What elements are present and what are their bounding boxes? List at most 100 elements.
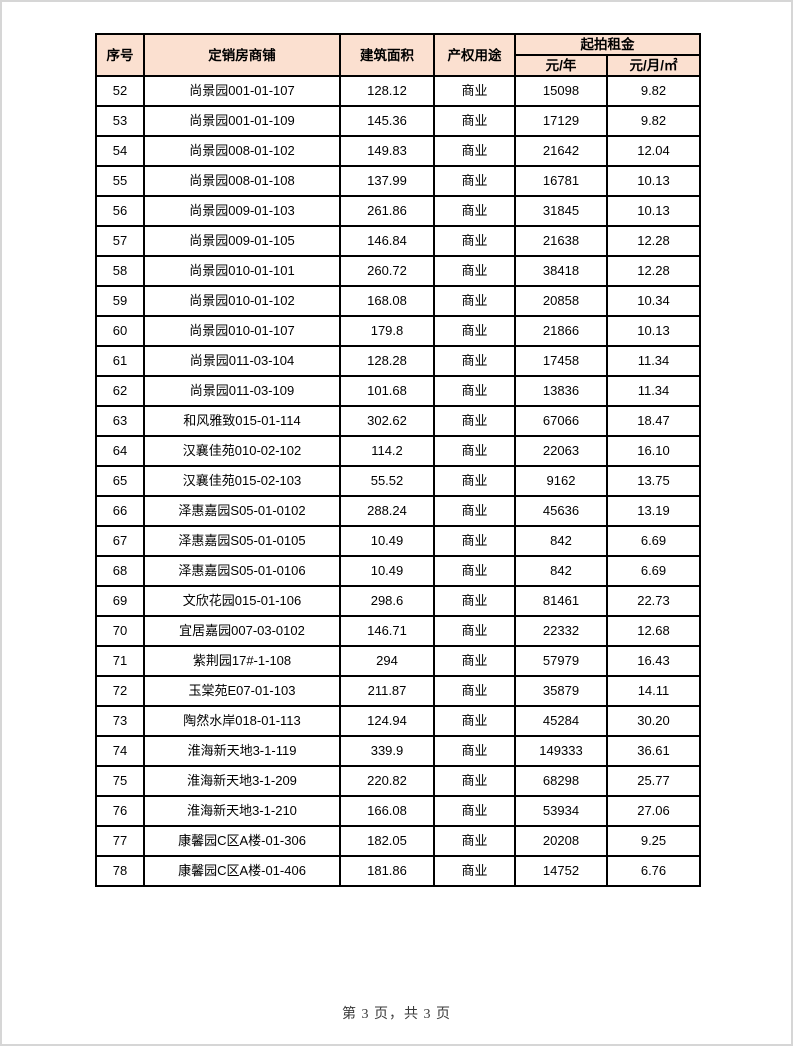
cell-seq: 66 bbox=[95, 495, 145, 527]
cell-shop: 陶然水岸018-01-113 bbox=[143, 705, 341, 737]
cell-usage: 商业 bbox=[433, 645, 516, 677]
cell-seq: 75 bbox=[95, 765, 145, 797]
cell-seq: 60 bbox=[95, 315, 145, 347]
cell-rent-year: 842 bbox=[514, 525, 608, 557]
table-row: 66 泽惠嘉园S05-01-0102 288.24 商业 45636 13.19 bbox=[95, 495, 701, 527]
cell-rent-year: 17458 bbox=[514, 345, 608, 377]
cell-rent-year: 14752 bbox=[514, 855, 608, 887]
table-row: 56 尚景园009-01-103 261.86 商业 31845 10.13 bbox=[95, 195, 701, 227]
cell-rent-month: 30.20 bbox=[606, 705, 701, 737]
table-row: 69 文欣花园015-01-106 298.6 商业 81461 22.73 bbox=[95, 585, 701, 617]
cell-usage: 商业 bbox=[433, 75, 516, 107]
cell-rent-year: 68298 bbox=[514, 765, 608, 797]
cell-shop: 尚景园011-03-109 bbox=[143, 375, 341, 407]
cell-rent-month: 16.43 bbox=[606, 645, 701, 677]
table-row: 62 尚景园011-03-109 101.68 商业 13836 11.34 bbox=[95, 375, 701, 407]
col-header-area: 建筑面积 bbox=[339, 33, 435, 77]
col-header-rent-group: 起拍租金 bbox=[514, 33, 701, 56]
cell-seq: 54 bbox=[95, 135, 145, 167]
table-row: 52 尚景园001-01-107 128.12 商业 15098 9.82 bbox=[95, 75, 701, 107]
cell-rent-month: 10.13 bbox=[606, 315, 701, 347]
cell-area: 179.8 bbox=[339, 315, 435, 347]
cell-rent-month: 25.77 bbox=[606, 765, 701, 797]
cell-usage: 商业 bbox=[433, 675, 516, 707]
cell-usage: 商业 bbox=[433, 195, 516, 227]
cell-shop: 尚景园010-01-107 bbox=[143, 315, 341, 347]
cell-area: 261.86 bbox=[339, 195, 435, 227]
table-row: 70 宜居嘉园007-03-0102 146.71 商业 22332 12.68 bbox=[95, 615, 701, 647]
cell-shop: 尚景园008-01-102 bbox=[143, 135, 341, 167]
cell-shop: 尚景园009-01-103 bbox=[143, 195, 341, 227]
cell-rent-year: 842 bbox=[514, 555, 608, 587]
table-row: 65 汉襄佳苑015-02-103 55.52 商业 9162 13.75 bbox=[95, 465, 701, 497]
cell-area: 146.71 bbox=[339, 615, 435, 647]
cell-rent-year: 9162 bbox=[514, 465, 608, 497]
cell-shop: 康馨园C区A楼-01-306 bbox=[143, 825, 341, 857]
cell-usage: 商业 bbox=[433, 735, 516, 767]
cell-usage: 商业 bbox=[433, 435, 516, 467]
cell-seq: 55 bbox=[95, 165, 145, 197]
shop-rent-table: 序号 定销房商铺 建筑面积 产权用途 起拍租金 元/年 元/月/㎡ 52 尚景园0… bbox=[95, 33, 701, 887]
table-row: 77 康馨园C区A楼-01-306 182.05 商业 20208 9.25 bbox=[95, 825, 701, 857]
cell-area: 128.12 bbox=[339, 75, 435, 107]
cell-rent-year: 22332 bbox=[514, 615, 608, 647]
cell-seq: 62 bbox=[95, 375, 145, 407]
cell-shop: 泽惠嘉园S05-01-0102 bbox=[143, 495, 341, 527]
cell-area: 114.2 bbox=[339, 435, 435, 467]
cell-shop: 淮海新天地3-1-210 bbox=[143, 795, 341, 827]
table-body: 52 尚景园001-01-107 128.12 商业 15098 9.82 53 尚景园001… bbox=[95, 75, 701, 887]
cell-seq: 71 bbox=[95, 645, 145, 677]
cell-usage: 商业 bbox=[433, 555, 516, 587]
table-row: 64 汉襄佳苑010-02-102 114.2 商业 22063 16.10 bbox=[95, 435, 701, 467]
cell-rent-month: 12.04 bbox=[606, 135, 701, 167]
cell-rent-year: 21638 bbox=[514, 225, 608, 257]
cell-shop: 尚景园009-01-105 bbox=[143, 225, 341, 257]
cell-rent-year: 35879 bbox=[514, 675, 608, 707]
cell-rent-year: 53934 bbox=[514, 795, 608, 827]
table-row: 75 淮海新天地3-1-209 220.82 商业 68298 25.77 bbox=[95, 765, 701, 797]
cell-rent-year: 38418 bbox=[514, 255, 608, 287]
cell-shop: 玉棠苑E07-01-103 bbox=[143, 675, 341, 707]
table-row: 63 和风雅致015-01-114 302.62 商业 67066 18.47 bbox=[95, 405, 701, 437]
cell-shop: 泽惠嘉园S05-01-0105 bbox=[143, 525, 341, 557]
cell-area: 260.72 bbox=[339, 255, 435, 287]
cell-seq: 63 bbox=[95, 405, 145, 437]
cell-rent-month: 12.68 bbox=[606, 615, 701, 647]
col-header-rent-year: 元/年 bbox=[514, 54, 608, 77]
table-header: 序号 定销房商铺 建筑面积 产权用途 起拍租金 元/年 元/月/㎡ bbox=[95, 33, 701, 77]
cell-seq: 72 bbox=[95, 675, 145, 707]
cell-area: 181.86 bbox=[339, 855, 435, 887]
table-row: 60 尚景园010-01-107 179.8 商业 21866 10.13 bbox=[95, 315, 701, 347]
cell-shop: 淮海新天地3-1-209 bbox=[143, 765, 341, 797]
cell-rent-year: 22063 bbox=[514, 435, 608, 467]
cell-shop: 尚景园010-01-101 bbox=[143, 255, 341, 287]
cell-seq: 52 bbox=[95, 75, 145, 107]
cell-usage: 商业 bbox=[433, 705, 516, 737]
table-row: 59 尚景园010-01-102 168.08 商业 20858 10.34 bbox=[95, 285, 701, 317]
cell-rent-year: 67066 bbox=[514, 405, 608, 437]
cell-area: 55.52 bbox=[339, 465, 435, 497]
cell-area: 10.49 bbox=[339, 525, 435, 557]
cell-shop: 泽惠嘉园S05-01-0106 bbox=[143, 555, 341, 587]
cell-area: 124.94 bbox=[339, 705, 435, 737]
cell-seq: 78 bbox=[95, 855, 145, 887]
cell-shop: 尚景园001-01-107 bbox=[143, 75, 341, 107]
table-row: 58 尚景园010-01-101 260.72 商业 38418 12.28 bbox=[95, 255, 701, 287]
cell-area: 168.08 bbox=[339, 285, 435, 317]
cell-seq: 57 bbox=[95, 225, 145, 257]
cell-rent-month: 6.69 bbox=[606, 555, 701, 587]
table-row: 57 尚景园009-01-105 146.84 商业 21638 12.28 bbox=[95, 225, 701, 257]
cell-usage: 商业 bbox=[433, 465, 516, 497]
cell-area: 146.84 bbox=[339, 225, 435, 257]
cell-area: 339.9 bbox=[339, 735, 435, 767]
cell-seq: 67 bbox=[95, 525, 145, 557]
cell-rent-month: 36.61 bbox=[606, 735, 701, 767]
cell-rent-year: 149333 bbox=[514, 735, 608, 767]
cell-usage: 商业 bbox=[433, 225, 516, 257]
cell-usage: 商业 bbox=[433, 855, 516, 887]
cell-usage: 商业 bbox=[433, 135, 516, 167]
cell-rent-year: 17129 bbox=[514, 105, 608, 137]
cell-shop: 尚景园001-01-109 bbox=[143, 105, 341, 137]
cell-usage: 商业 bbox=[433, 525, 516, 557]
